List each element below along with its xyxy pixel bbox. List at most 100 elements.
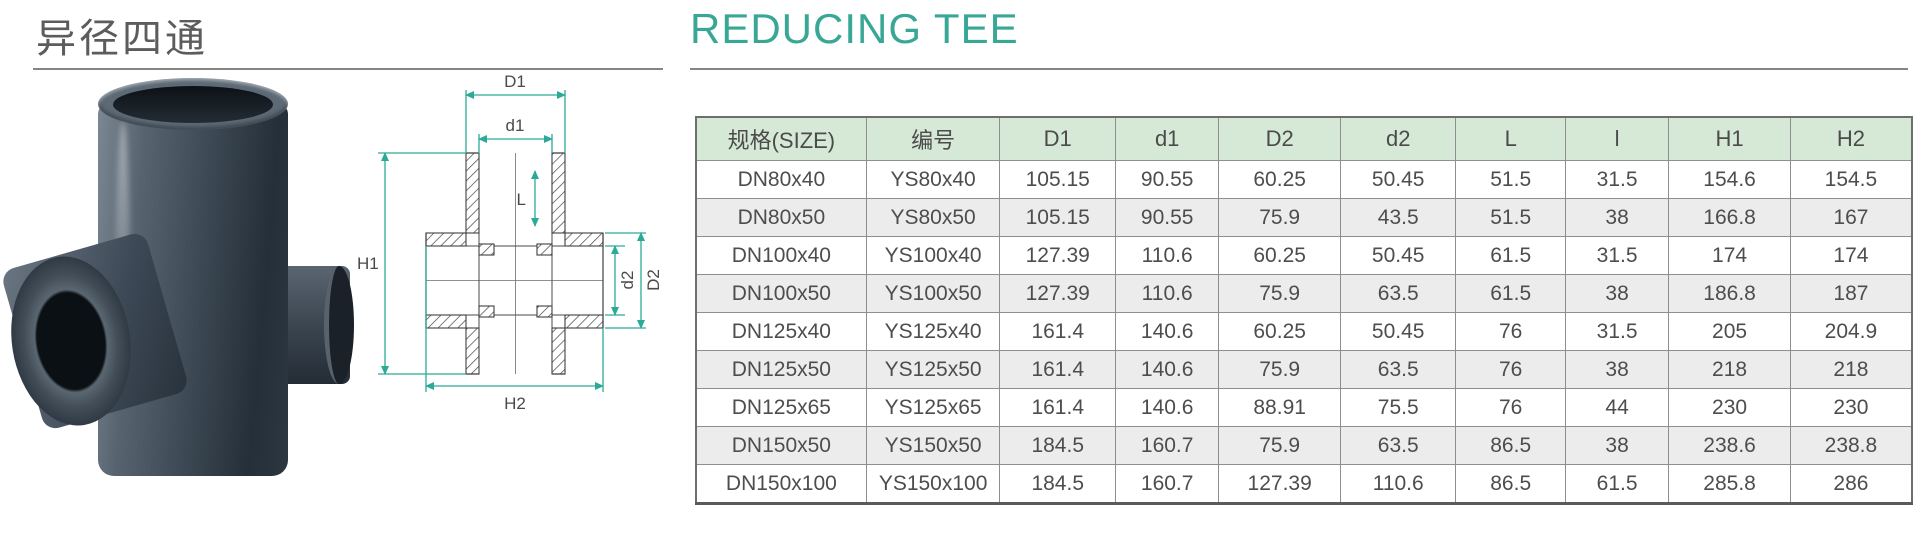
table-cell: 43.5 [1339, 198, 1457, 237]
title-underline-left [33, 68, 663, 70]
table-cell: 63.5 [1339, 426, 1457, 465]
table-cell: YS125x50 [865, 350, 1001, 389]
table-cell: DN150x100 [695, 464, 867, 504]
table-cell: 86.5 [1455, 426, 1566, 465]
dim-H2: H2 [425, 246, 604, 413]
table-cell: YS80x50 [865, 198, 1001, 237]
column-header: d2 [1339, 116, 1457, 161]
table-cell: 110.6 [1114, 236, 1220, 275]
table-cell: 186.8 [1668, 274, 1791, 313]
table-row: DN100x40 YS100x40 127.39 110.6 60.25 50.45 61.… [695, 236, 1913, 275]
dim-L: L [517, 170, 539, 227]
table-cell: 90.55 [1114, 160, 1220, 199]
table-cell: 51.5 [1455, 198, 1566, 237]
table-cell: 238.8 [1789, 426, 1913, 465]
table-cell: 31.5 [1564, 160, 1670, 199]
table-row: DN80x40 YS80x40 105.15 90.55 60.25 50.45 51.5 3… [695, 160, 1913, 199]
column-header: H1 [1668, 116, 1791, 161]
dim-d2: d2 [605, 245, 637, 316]
table-cell: 76 [1455, 350, 1566, 389]
svg-text:L: L [517, 190, 526, 209]
table-cell: 88.91 [1218, 388, 1341, 427]
table-cell: DN125x65 [695, 388, 867, 427]
table-cell: 167 [1789, 198, 1913, 237]
table-cell: 218 [1789, 350, 1913, 389]
table-cell: 238.6 [1668, 426, 1791, 465]
table-cell: 127.39 [999, 236, 1116, 275]
table-cell: 51.5 [1455, 160, 1566, 199]
table-cell: 161.4 [999, 388, 1116, 427]
table-cell: 75.9 [1218, 198, 1341, 237]
table-cell: 75.9 [1218, 426, 1341, 465]
table-cell: 60.25 [1218, 236, 1341, 275]
table-cell: 154.5 [1789, 160, 1913, 199]
table-cell: 44 [1564, 388, 1670, 427]
dim-H1: H1 [357, 152, 466, 375]
table-cell: 61.5 [1455, 236, 1566, 275]
table-cell: 160.7 [1114, 464, 1220, 504]
table-cell: 140.6 [1114, 388, 1220, 427]
photo-right-socket-opening [324, 266, 354, 384]
dim-D2: D2 [605, 232, 663, 329]
table-cell: 50.45 [1339, 312, 1457, 351]
table-cell: 174 [1789, 236, 1913, 275]
table-cell: DN150x50 [695, 426, 867, 465]
svg-text:H1: H1 [357, 254, 379, 273]
table-row: DN100x50 YS100x50 127.39 110.6 75.9 63.5 61.5 3… [695, 274, 1913, 313]
svg-text:D2: D2 [644, 269, 663, 291]
table-cell: 50.45 [1339, 236, 1457, 275]
fitting-cross-section [425, 152, 604, 375]
table-cell: 218 [1668, 350, 1791, 389]
table-cell: 38 [1564, 426, 1670, 465]
table-cell: 38 [1564, 350, 1670, 389]
table-cell: 140.6 [1114, 350, 1220, 389]
table-cell: 60.25 [1218, 160, 1341, 199]
table-cell: DN125x50 [695, 350, 867, 389]
table-cell: 204.9 [1789, 312, 1913, 351]
table-cell: 184.5 [999, 464, 1116, 504]
table-cell: YS150x50 [865, 426, 1001, 465]
table-row: DN80x50 YS80x50 105.15 90.55 75.9 43.5 51.5 38 1… [695, 198, 1913, 237]
table-cell: 105.15 [999, 198, 1116, 237]
column-header: l [1564, 116, 1670, 161]
table-cell: 166.8 [1668, 198, 1791, 237]
table-cell: 230 [1789, 388, 1913, 427]
table-cell: 187 [1789, 274, 1913, 313]
table-cell: 110.6 [1114, 274, 1220, 313]
table-row: DN125x40 YS125x40 161.4 140.6 60.25 50.45 76 31… [695, 312, 1913, 351]
table-cell: DN80x50 [695, 198, 867, 237]
svg-text:H2: H2 [504, 394, 526, 413]
table-row: DN125x65 YS125x65 161.4 140.6 88.91 75.5 76 44 2… [695, 388, 1913, 427]
table-cell: 230 [1668, 388, 1791, 427]
table-cell: 110.6 [1339, 464, 1457, 504]
page-title-chinese: 异径四通 [36, 17, 208, 61]
table-cell: 90.55 [1114, 198, 1220, 237]
table-cell: 127.39 [1218, 464, 1341, 504]
table-row: DN150x50 YS150x50 184.5 160.7 75.9 63.5 86.5 38… [695, 426, 1913, 465]
column-header: H2 [1789, 116, 1913, 161]
dim-D1: D1 [465, 72, 566, 153]
table-cell: 286 [1789, 464, 1913, 504]
table-cell: 105.15 [999, 160, 1116, 199]
table-cell: 75.9 [1218, 274, 1341, 313]
svg-text:D1: D1 [504, 72, 526, 91]
table-cell: YS80x40 [865, 160, 1001, 199]
column-header: D2 [1218, 116, 1341, 161]
column-header: 规格(SIZE) [695, 116, 867, 161]
table-cell: 75.9 [1218, 350, 1341, 389]
table-cell: 76 [1455, 388, 1566, 427]
table-cell: 161.4 [999, 350, 1116, 389]
table-cell: 75.5 [1339, 388, 1457, 427]
column-header: D1 [999, 116, 1116, 161]
table-cell: 60.25 [1218, 312, 1341, 351]
table-cell: 63.5 [1339, 274, 1457, 313]
table-cell: 154.6 [1668, 160, 1791, 199]
drawing-centerlines [426, 153, 603, 374]
product-photo [0, 78, 354, 486]
table-cell: YS125x40 [865, 312, 1001, 351]
table-cell: 140.6 [1114, 312, 1220, 351]
table-cell: YS100x50 [865, 274, 1001, 313]
